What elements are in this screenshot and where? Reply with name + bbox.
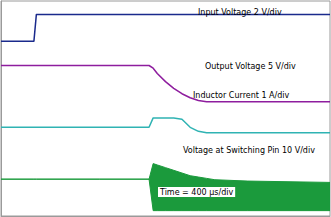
svg-text:Input Voltage 2 V/div: Input Voltage 2 V/div	[198, 8, 282, 17]
svg-text:Inductor Current 1 A/div: Inductor Current 1 A/div	[193, 91, 290, 100]
svg-text:Time = 400 µs/div: Time = 400 µs/div	[159, 188, 233, 197]
svg-text:Output Voltage 5 V/div: Output Voltage 5 V/div	[205, 62, 296, 71]
svg-text:Voltage at Switching Pin 10 V/: Voltage at Switching Pin 10 V/div	[183, 146, 315, 155]
